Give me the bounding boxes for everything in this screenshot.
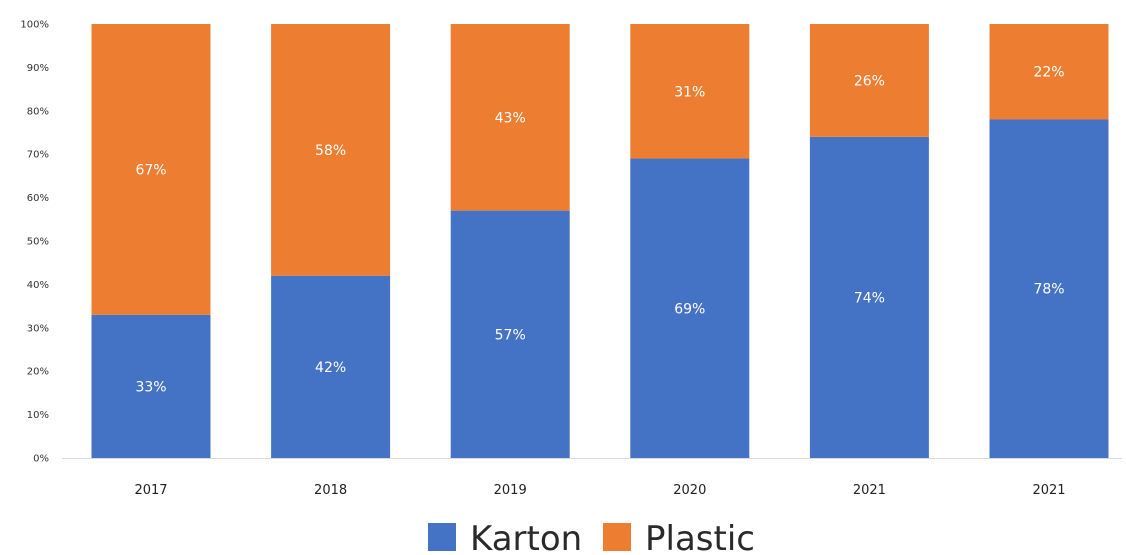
karton-bar	[989, 119, 1109, 458]
y-tick-label: 0%	[33, 454, 49, 465]
legend-label-karton: Karton	[470, 519, 582, 555]
x-tick-label: 2019	[494, 483, 527, 498]
karton-bar	[271, 275, 391, 458]
data-label: 78%	[1033, 282, 1064, 298]
data-label: 67%	[135, 162, 166, 178]
data-label: 69%	[674, 301, 705, 317]
x-tick-label: 2021	[853, 483, 886, 498]
data-label: 33%	[135, 379, 166, 395]
legend: Karton Plastic	[428, 519, 755, 555]
data-label: 57%	[495, 327, 526, 343]
data-label: 42%	[315, 360, 346, 376]
karton-bar	[630, 158, 750, 459]
karton-bar	[450, 210, 570, 458]
data-label: 31%	[674, 84, 705, 100]
plastic-bar	[91, 24, 211, 315]
x-tick-label: 2021	[1032, 483, 1065, 498]
bars: 33% 67% 42% 58% 57% 43% 69% 31% 74% 26% 78% 22%	[91, 24, 1109, 459]
data-label: 74%	[854, 290, 885, 306]
y-tick-label: 10%	[27, 410, 49, 421]
karton-bar	[809, 136, 929, 458]
data-label: 58%	[315, 143, 346, 159]
x-tick-label: 2017	[134, 483, 167, 498]
x-tick-label: 2018	[314, 483, 347, 498]
plastic-bar	[271, 24, 391, 276]
x-tick-label: 2020	[673, 483, 706, 498]
x-axis: 2017 2018 2019 2020 2021 2021	[134, 483, 1065, 498]
legend-swatch-plastic	[603, 523, 631, 551]
legend-label-plastic: Plastic	[645, 519, 755, 555]
data-label: 26%	[854, 73, 885, 89]
plastic-bar	[809, 24, 929, 137]
plastic-bar	[630, 24, 750, 159]
y-tick-label: 60%	[27, 193, 49, 204]
karton-bar	[91, 314, 211, 458]
y-axis: 0% 10% 20% 30% 40% 50% 60% 70% 80% 90% 100%	[20, 20, 49, 465]
y-tick-label: 40%	[27, 280, 49, 291]
data-label: 22%	[1033, 65, 1064, 81]
legend-swatch-karton	[428, 523, 456, 551]
y-tick-label: 90%	[27, 63, 49, 74]
data-label: 43%	[495, 110, 526, 126]
y-tick-label: 70%	[27, 150, 49, 161]
y-tick-label: 20%	[27, 367, 49, 378]
y-tick-label: 80%	[27, 106, 49, 117]
plastic-bar	[989, 24, 1109, 120]
y-tick-label: 100%	[20, 20, 49, 31]
y-tick-label: 50%	[27, 237, 49, 248]
y-tick-label: 30%	[27, 323, 49, 334]
plastic-bar	[450, 24, 570, 211]
